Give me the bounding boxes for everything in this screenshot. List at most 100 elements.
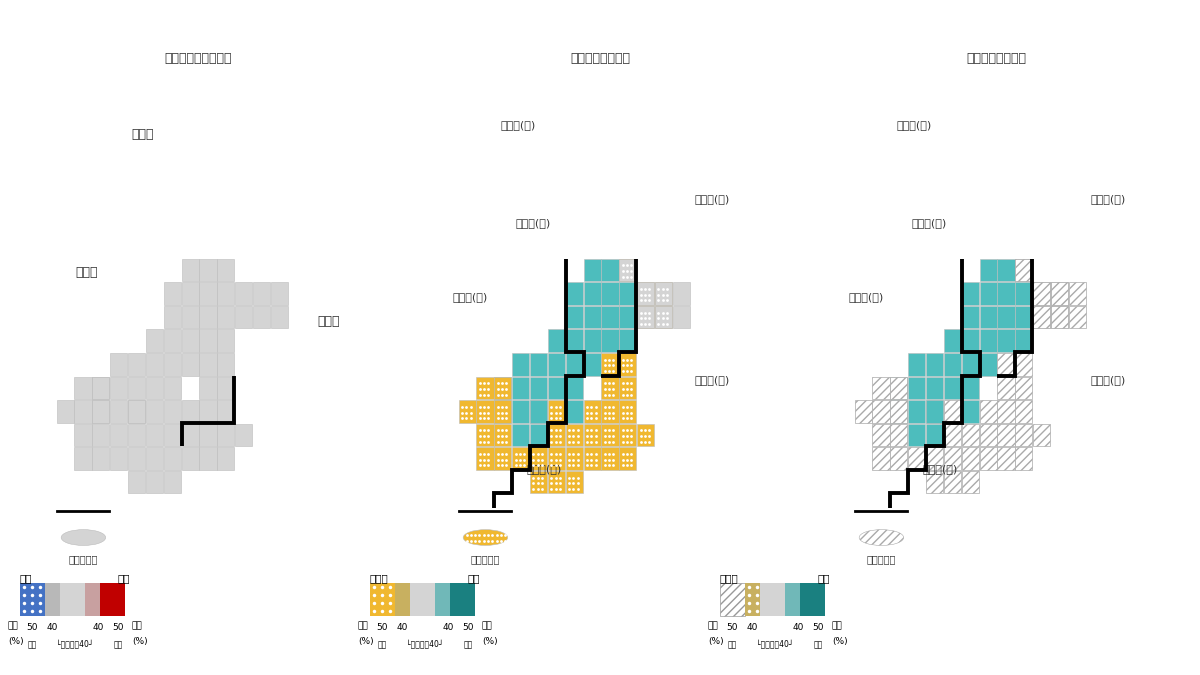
Bar — [619, 306, 636, 329]
Bar — [565, 329, 583, 352]
Bar — [619, 259, 636, 281]
Bar — [100, 583, 125, 616]
Bar — [619, 377, 636, 399]
Bar — [637, 424, 654, 446]
Bar — [785, 583, 800, 616]
Bar — [110, 400, 127, 423]
Bar — [1015, 259, 1032, 281]
Bar — [199, 377, 217, 399]
Bar — [146, 353, 163, 375]
Bar — [961, 470, 979, 493]
Bar — [1033, 282, 1050, 305]
Bar — [565, 306, 583, 329]
Text: 北日本(日): 北日本(日) — [896, 120, 931, 130]
Bar — [128, 400, 145, 423]
Text: 西日本(日): 西日本(日) — [452, 292, 487, 302]
Bar — [908, 353, 925, 375]
Bar — [583, 448, 601, 470]
Bar — [1069, 306, 1086, 329]
Text: 降雪量（３か月）: 降雪量（３か月） — [966, 51, 1026, 65]
Bar — [961, 377, 979, 399]
Bar — [163, 282, 181, 305]
Bar — [1033, 282, 1050, 305]
Text: 高い: 高い — [118, 573, 130, 583]
Bar — [908, 377, 925, 399]
Text: 以上: 以上 — [463, 641, 473, 649]
Bar — [637, 306, 654, 329]
Bar — [961, 424, 979, 446]
Bar — [655, 306, 672, 329]
Bar — [1069, 282, 1086, 305]
Bar — [530, 424, 547, 446]
Bar — [60, 583, 85, 616]
Bar — [1015, 329, 1032, 352]
Bar — [530, 400, 547, 423]
Bar — [92, 424, 109, 446]
Bar — [128, 448, 145, 470]
Bar — [217, 282, 234, 305]
Bar — [872, 377, 889, 399]
Bar — [673, 282, 690, 305]
Bar — [997, 306, 1015, 329]
Bar — [458, 400, 475, 423]
Bar — [217, 448, 234, 470]
Bar — [494, 448, 511, 470]
Bar — [199, 353, 217, 375]
Bar — [655, 282, 672, 305]
Text: 低い: 低い — [20, 573, 32, 583]
Text: 確率: 確率 — [132, 621, 143, 630]
Bar — [601, 424, 619, 446]
Bar — [565, 377, 583, 399]
Bar — [530, 377, 547, 399]
Text: 東日本(太): 東日本(太) — [1091, 375, 1127, 385]
Bar — [450, 583, 475, 616]
Bar — [199, 306, 217, 329]
Bar — [961, 448, 979, 470]
Bar — [854, 400, 871, 423]
Bar — [92, 377, 109, 399]
Bar — [565, 282, 583, 305]
Bar — [530, 448, 547, 470]
Bar — [601, 448, 619, 470]
Bar — [271, 282, 288, 305]
Bar — [92, 448, 109, 470]
Bar — [979, 424, 997, 446]
Bar — [979, 329, 997, 352]
Bar — [181, 282, 199, 305]
Bar — [85, 583, 100, 616]
Bar — [944, 377, 961, 399]
Bar — [1015, 353, 1032, 375]
Bar — [494, 400, 511, 423]
Bar — [637, 282, 654, 305]
Bar — [1015, 400, 1032, 423]
Bar — [181, 448, 199, 470]
Text: (%): (%) — [358, 637, 373, 646]
Bar — [1051, 282, 1068, 305]
Bar — [92, 400, 109, 423]
Bar — [199, 259, 217, 281]
Bar — [583, 424, 601, 446]
Bar — [979, 282, 997, 305]
Bar — [548, 353, 565, 375]
Bar — [235, 424, 252, 446]
Bar — [1033, 306, 1050, 329]
Text: 40: 40 — [47, 623, 58, 632]
Bar — [253, 282, 270, 305]
Bar — [565, 448, 583, 470]
Bar — [163, 424, 181, 446]
Text: 50: 50 — [113, 623, 124, 632]
Bar — [146, 448, 163, 470]
Bar — [74, 424, 91, 446]
Text: 沖縄・奈美: 沖縄・奈美 — [68, 555, 98, 564]
Bar — [512, 400, 529, 423]
Text: 東日本(太): 東日本(太) — [695, 375, 730, 385]
Bar — [163, 448, 181, 470]
Bar — [436, 583, 450, 616]
Bar — [1051, 306, 1068, 329]
Text: └平年並も40┘: └平年並も40┘ — [407, 641, 444, 649]
Bar — [601, 353, 619, 375]
Bar — [92, 377, 109, 399]
Bar — [944, 400, 961, 423]
Bar — [410, 583, 436, 616]
Bar — [890, 400, 907, 423]
